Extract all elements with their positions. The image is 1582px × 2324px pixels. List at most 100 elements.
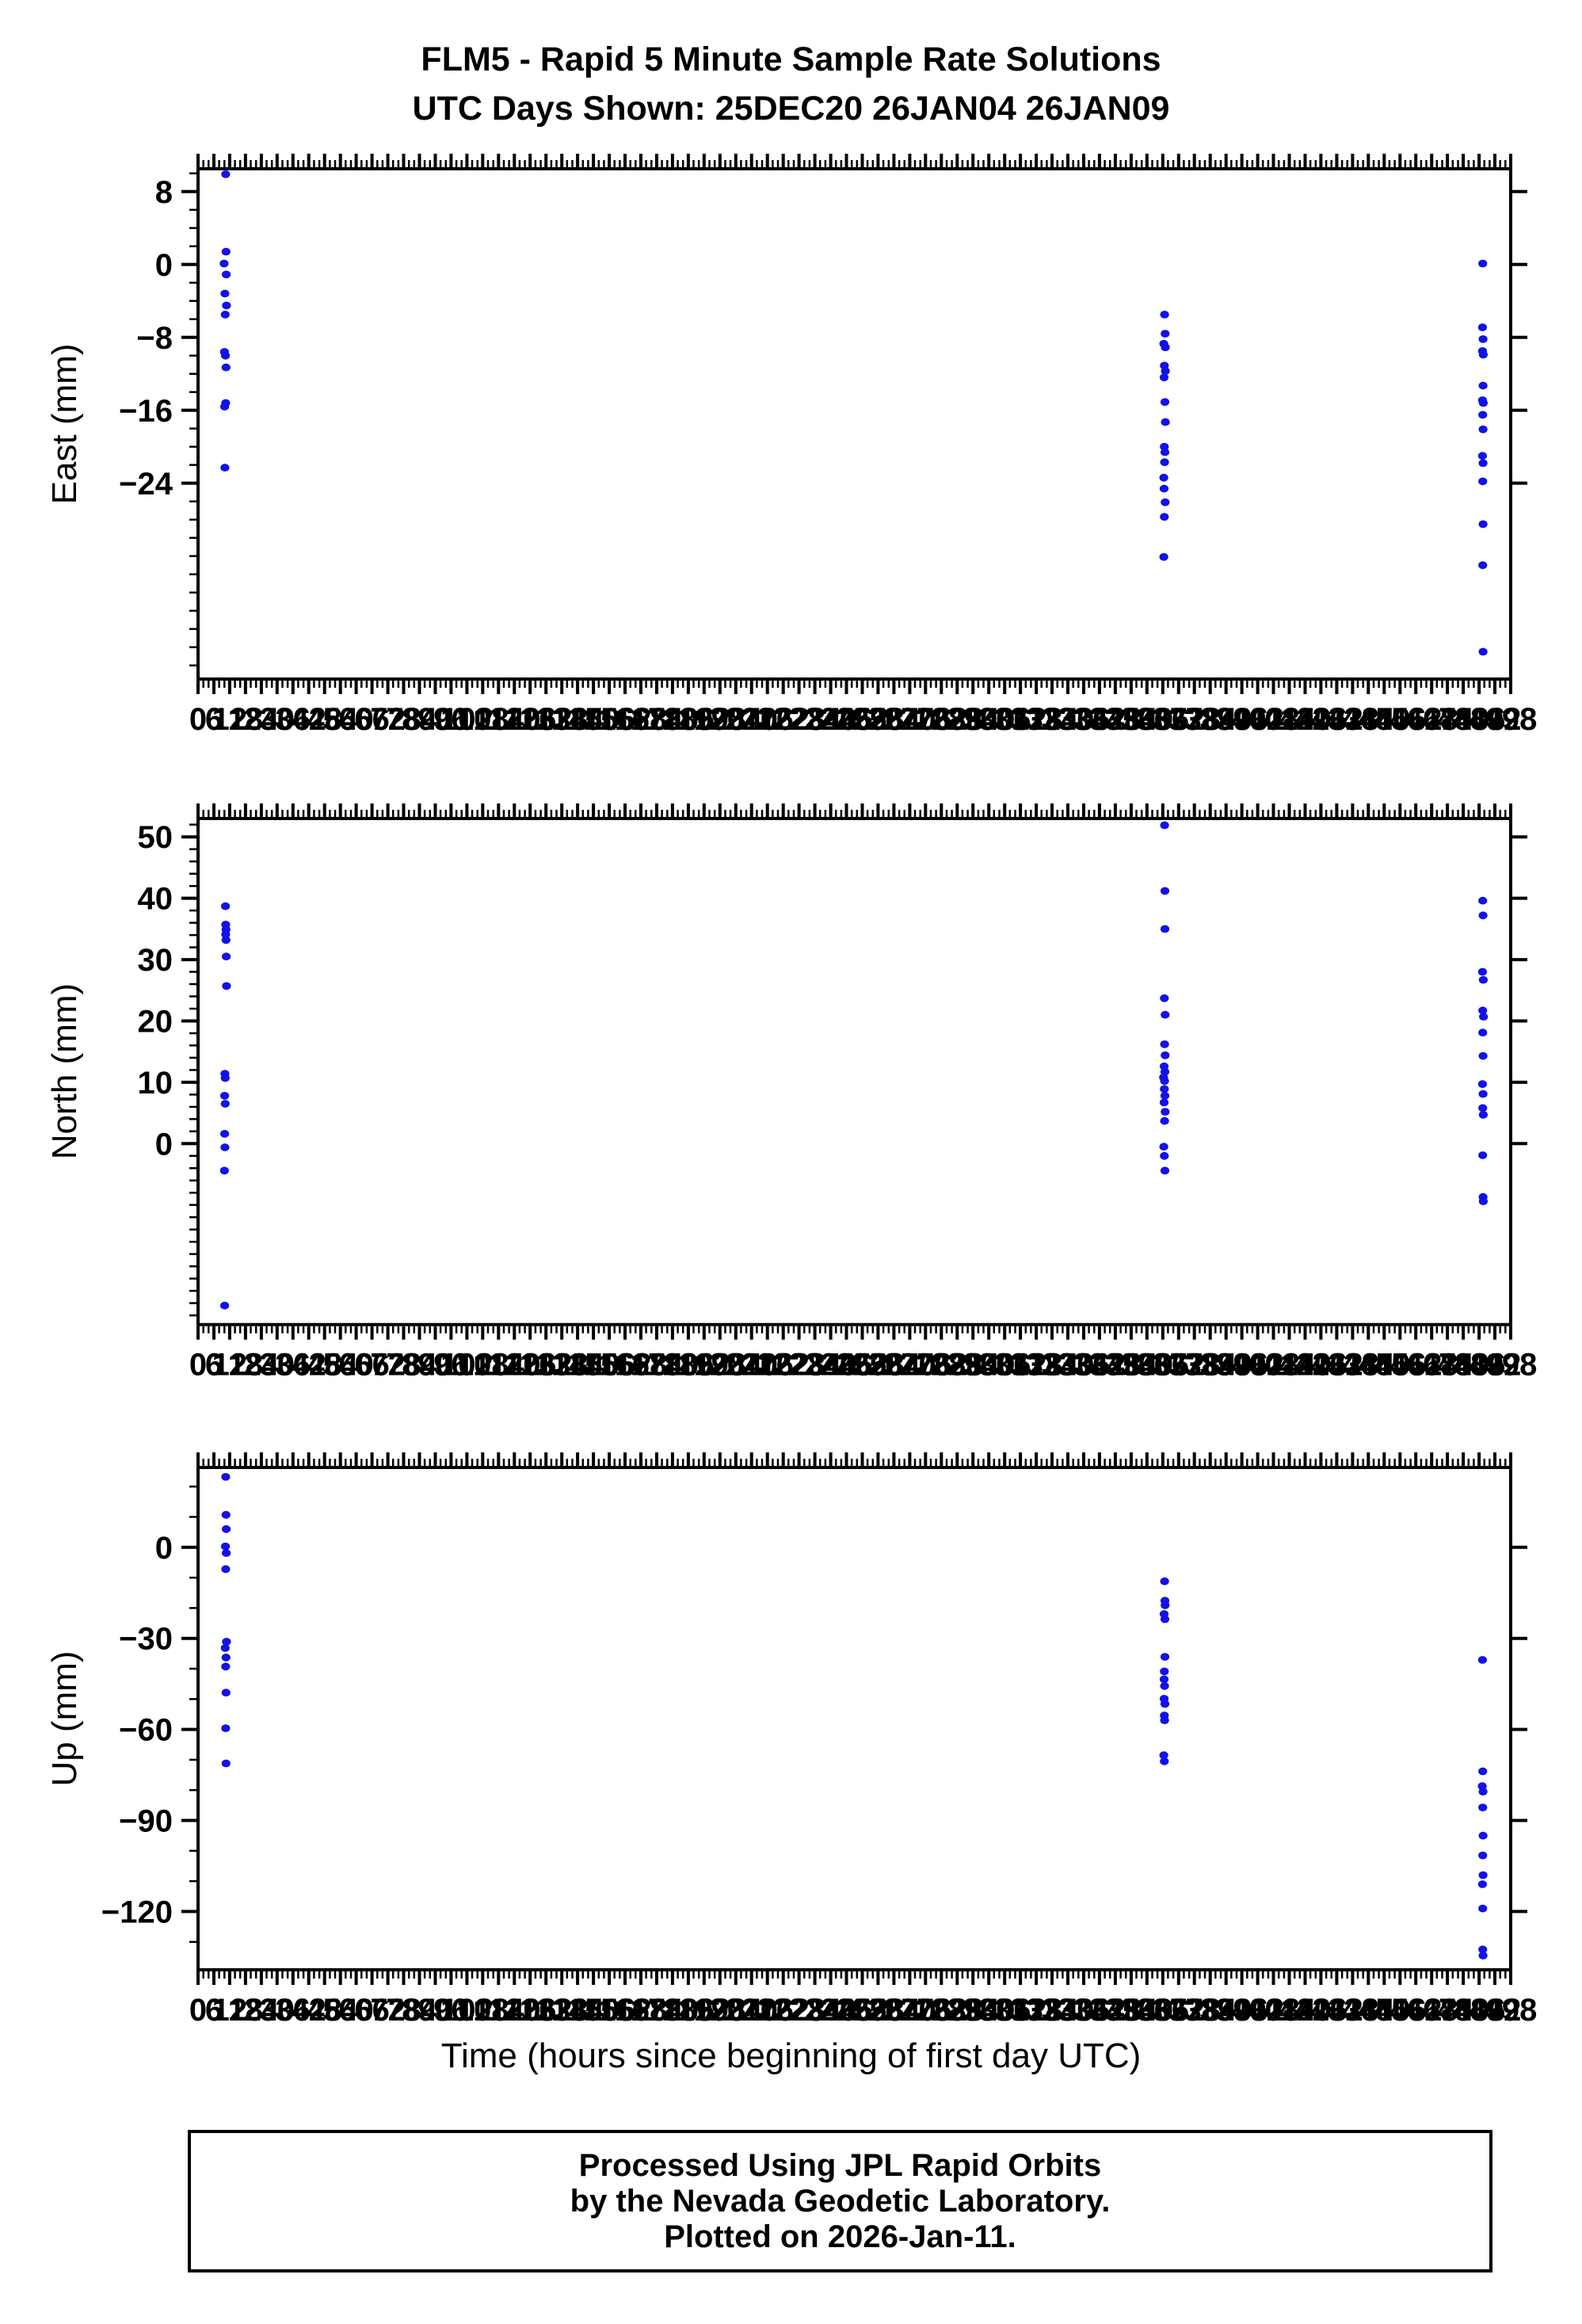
data-point (222, 1638, 231, 1646)
svg-text:378: 378 (1168, 1993, 1221, 2028)
data-point (1478, 335, 1488, 343)
data-point (221, 351, 231, 360)
svg-text:486: 486 (1453, 1993, 1506, 2028)
svg-text:324: 324 (1026, 1348, 1079, 1383)
svg-text:498: 498 (1485, 1993, 1538, 2028)
data-point (1160, 1681, 1169, 1690)
svg-text:66: 66 (354, 702, 390, 737)
data-point (1478, 1851, 1488, 1860)
svg-text:216: 216 (741, 1993, 794, 2028)
data-point (1161, 498, 1170, 506)
svg-text:300: 300 (963, 1348, 1016, 1383)
svg-text:312: 312 (994, 1348, 1047, 1383)
svg-text:168: 168 (615, 1993, 668, 2028)
svg-text:24: 24 (244, 1348, 280, 1383)
data-point (1160, 1667, 1169, 1676)
data-point (1478, 896, 1488, 905)
svg-text:270: 270 (883, 1993, 936, 2028)
svg-text:480: 480 (1437, 1348, 1490, 1383)
svg-text:78: 78 (386, 1993, 421, 2028)
svg-text:372: 372 (1152, 1348, 1205, 1383)
svg-text:210: 210 (725, 1993, 778, 2028)
data-point (1478, 1104, 1488, 1112)
svg-text:138: 138 (536, 1993, 589, 2028)
svg-text:306: 306 (978, 702, 1031, 737)
data-point (1160, 1085, 1169, 1093)
svg-text:132: 132 (520, 1348, 573, 1383)
svg-text:456: 456 (1374, 1348, 1427, 1383)
svg-text:192: 192 (677, 702, 730, 737)
svg-text:0: 0 (189, 702, 207, 737)
svg-text:492: 492 (1469, 1993, 1522, 2028)
footer-line-1: Processed Using JPL Rapid Orbits (578, 2147, 1102, 2183)
svg-text:30: 30 (138, 943, 173, 978)
svg-text:228: 228 (772, 1993, 825, 2028)
data-point (221, 936, 231, 944)
data-point (1161, 418, 1170, 426)
data-point (1478, 381, 1488, 390)
data-point (221, 363, 231, 372)
svg-text:84: 84 (402, 1993, 437, 2028)
svg-text:240: 240 (804, 1348, 857, 1383)
svg-text:−60: −60 (119, 1713, 173, 1748)
data-point (219, 1166, 229, 1175)
svg-text:132: 132 (520, 1993, 573, 2028)
svg-text:438: 438 (1326, 702, 1379, 737)
svg-text:324: 324 (1026, 1993, 1079, 2028)
svg-text:78: 78 (386, 702, 421, 737)
data-point (221, 247, 231, 256)
svg-text:324: 324 (1026, 702, 1079, 737)
svg-text:0: 0 (189, 1993, 207, 2028)
svg-text:78: 78 (386, 1348, 421, 1383)
data-point (220, 464, 230, 472)
data-point (1477, 967, 1487, 976)
data-point (220, 1130, 230, 1138)
svg-text:456: 456 (1374, 702, 1427, 737)
svg-text:168: 168 (615, 1348, 668, 1383)
svg-text:312: 312 (994, 702, 1047, 737)
svg-text:−24: −24 (119, 467, 173, 502)
svg-text:222: 222 (757, 702, 810, 737)
svg-text:420: 420 (1279, 1993, 1332, 2028)
svg-text:330: 330 (1042, 702, 1095, 737)
svg-text:264: 264 (867, 1993, 921, 2028)
svg-text:360: 360 (1120, 1348, 1173, 1383)
data-point (1159, 373, 1169, 382)
svg-text:258: 258 (852, 702, 905, 737)
svg-text:180: 180 (646, 1993, 700, 2028)
data-point (1159, 553, 1168, 561)
data-point (221, 170, 231, 178)
data-point (1478, 459, 1488, 467)
svg-text:174: 174 (631, 1993, 684, 2028)
data-point (1478, 399, 1488, 407)
svg-text:48: 48 (307, 1993, 342, 2028)
data-point (1477, 1880, 1487, 1888)
svg-text:402: 402 (1231, 1348, 1284, 1383)
svg-text:216: 216 (741, 1348, 794, 1383)
data-point (1160, 1092, 1170, 1100)
data-point (1478, 1803, 1488, 1812)
north-plot: 0612182430364248546066727884909610210811… (138, 803, 1537, 1383)
svg-text:84: 84 (402, 702, 437, 737)
svg-text:72: 72 (370, 1993, 406, 2028)
svg-text:84: 84 (402, 1348, 437, 1383)
svg-text:384: 384 (1184, 1993, 1237, 2028)
svg-text:36: 36 (276, 1993, 311, 2028)
data-point (1478, 1767, 1488, 1776)
svg-text:378: 378 (1168, 702, 1221, 737)
svg-text:96: 96 (433, 702, 469, 737)
svg-text:408: 408 (1247, 702, 1300, 737)
svg-text:102: 102 (440, 702, 494, 737)
data-point (1160, 1577, 1169, 1586)
svg-text:246: 246 (820, 1993, 873, 2028)
data-point (1160, 1716, 1169, 1725)
data-point (1160, 1116, 1169, 1125)
svg-text:216: 216 (741, 702, 794, 737)
svg-text:0: 0 (155, 248, 173, 283)
svg-text:426: 426 (1294, 1993, 1348, 2028)
svg-text:372: 372 (1152, 702, 1205, 737)
svg-text:18: 18 (228, 1348, 264, 1383)
svg-text:24: 24 (244, 1993, 280, 2028)
svg-text:12: 12 (212, 702, 248, 737)
svg-text:156: 156 (583, 1993, 636, 2028)
